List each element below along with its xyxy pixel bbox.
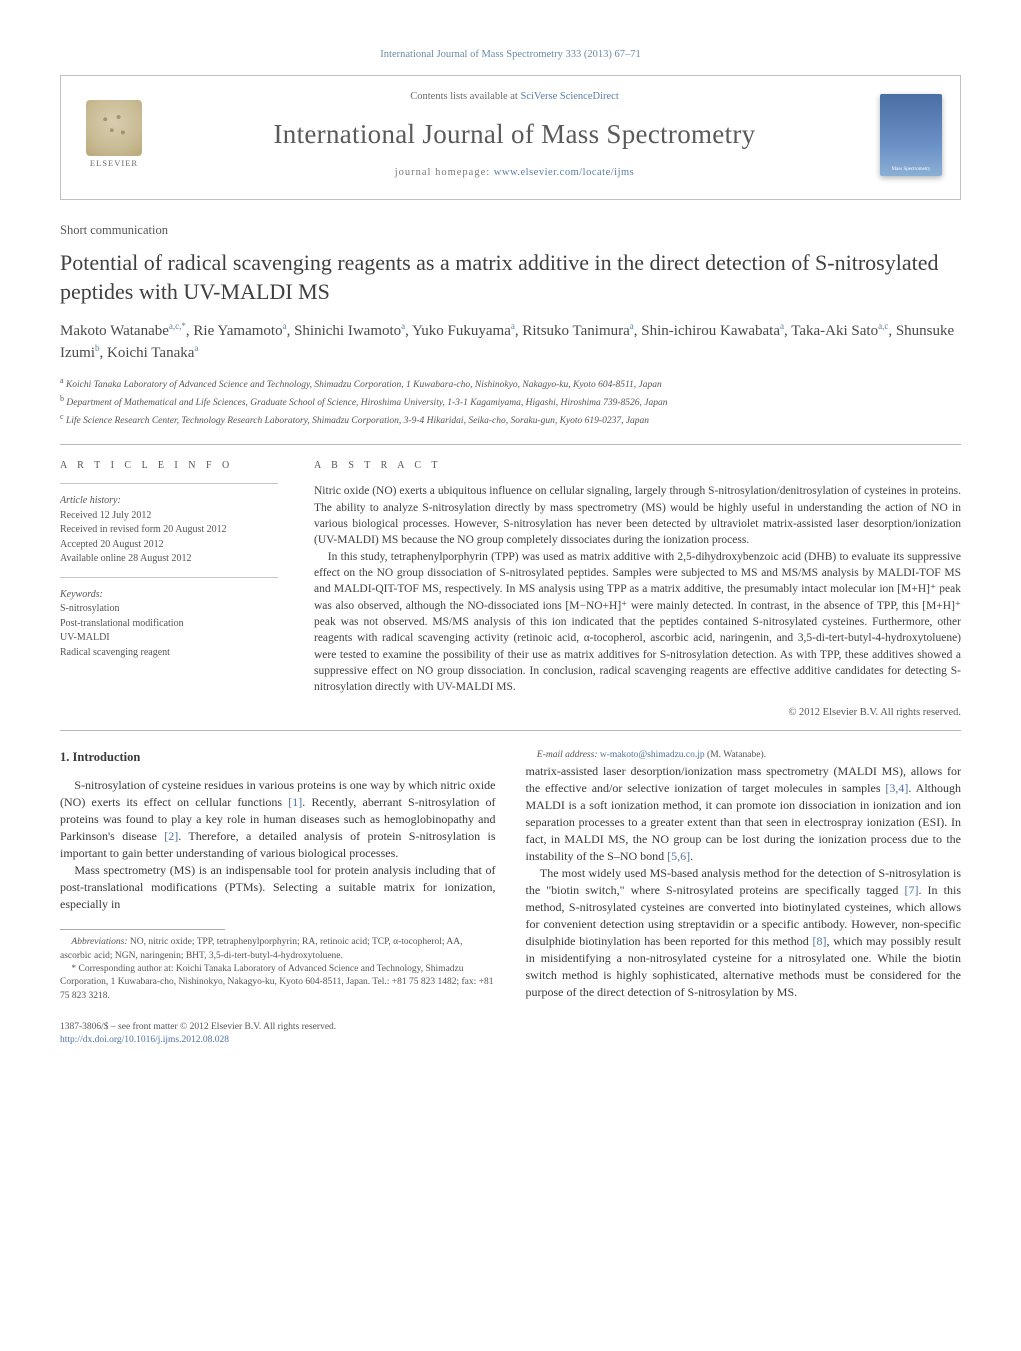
elsevier-logo: ELSEVIER (79, 96, 149, 174)
abstract-para: In this study, tetraphenylporphyrin (TPP… (314, 549, 961, 696)
front-matter-line: 1387-3806/$ – see front matter © 2012 El… (60, 1021, 336, 1034)
journal-header: ELSEVIER Contents lists available at Sci… (60, 75, 961, 200)
sciencedirect-link[interactable]: SciVerse ScienceDirect (520, 91, 618, 102)
cover-label: Mass Spectrometry (892, 167, 931, 173)
homepage-line: journal homepage: www.elsevier.com/locat… (167, 166, 862, 181)
body-two-column: 1. Introduction S-nitrosylation of cyste… (60, 749, 961, 1002)
body-para: matrix-assisted laser desorption/ionizat… (526, 763, 962, 865)
section-heading-introduction: 1. Introduction (60, 749, 496, 767)
journal-cover-thumbnail: Mass Spectrometry (880, 94, 942, 176)
info-abstract-row: A R T I C L E I N F O Article history: R… (60, 459, 961, 720)
email-footnote: E-mail address: w-makoto@shimadzu.co.jp … (526, 749, 962, 762)
article-type: Short communication (60, 222, 961, 240)
keywords-block: Keywords: S-nitrosylation Post-translati… (60, 588, 278, 661)
keywords-heading: Keywords: (60, 588, 278, 603)
abstract-copyright: © 2012 Elsevier B.V. All rights reserved… (314, 706, 961, 721)
citation-link[interactable]: [3,4] (885, 781, 908, 795)
author-list: Makoto Watanabea,c,*, Rie Yamamotoa, Shi… (60, 320, 961, 365)
body-para: S-nitrosylation of cysteine residues in … (60, 777, 496, 862)
history-line: Received in revised form 20 August 2012 (60, 523, 278, 538)
abstract-para: Nitric oxide (NO) exerts a ubiquitous in… (314, 483, 961, 548)
keyword: Radical scavenging reagent (60, 646, 278, 661)
history-line: Received 12 July 2012 (60, 509, 278, 524)
contents-line: Contents lists available at SciVerse Sci… (167, 90, 862, 105)
abbrev-label: Abbreviations: (71, 937, 127, 947)
email-label: E-mail address: (537, 750, 598, 760)
body-para: Mass spectrometry (MS) is an indispensab… (60, 862, 496, 913)
abstract-label: A B S T R A C T (314, 459, 961, 473)
article-info-column: A R T I C L E I N F O Article history: R… (60, 459, 278, 720)
citation-link[interactable]: [5,6] (667, 849, 690, 863)
divider (60, 730, 961, 731)
journal-reference: International Journal of Mass Spectromet… (60, 48, 961, 63)
footer-left: 1387-3806/$ – see front matter © 2012 El… (60, 1021, 336, 1048)
header-center: Contents lists available at SciVerse Sci… (167, 90, 862, 181)
elsevier-wordmark: ELSEVIER (90, 158, 138, 170)
body-para: The most widely used MS-based analysis m… (526, 865, 962, 1001)
citation-link[interactable]: [2] (164, 829, 178, 843)
footnote-separator (60, 929, 225, 930)
article-history: Article history: Received 12 July 2012 R… (60, 494, 278, 567)
page-footer: 1387-3806/$ – see front matter © 2012 El… (60, 1021, 961, 1048)
doi-link[interactable]: http://dx.doi.org/10.1016/j.ijms.2012.08… (60, 1035, 229, 1045)
email-link[interactable]: w-makoto@shimadzu.co.jp (600, 750, 705, 760)
citation-link[interactable]: [7] (904, 883, 918, 897)
corresponding-author-footnote: * Corresponding author at: Koichi Tanaka… (60, 963, 496, 1003)
abstract-text: Nitric oxide (NO) exerts a ubiquitous in… (314, 483, 961, 695)
email-tail: (M. Watanabe). (705, 750, 766, 760)
article-info-label: A R T I C L E I N F O (60, 459, 278, 473)
homepage-link[interactable]: www.elsevier.com/locate/ijms (494, 167, 634, 178)
keyword: UV-MALDI (60, 631, 278, 646)
citation-link[interactable]: [1] (288, 795, 302, 809)
history-heading: Article history: (60, 494, 278, 509)
homepage-prefix: journal homepage: (395, 167, 494, 178)
keyword: Post-translational modification (60, 617, 278, 632)
keyword: S-nitrosylation (60, 602, 278, 617)
citation-link[interactable]: [8] (813, 934, 827, 948)
abstract-column: A B S T R A C T Nitric oxide (NO) exerts… (314, 459, 961, 720)
paper-title: Potential of radical scavenging reagents… (60, 249, 961, 305)
affiliations: a Koichi Tanaka Laboratory of Advanced S… (60, 375, 961, 429)
divider (60, 444, 961, 445)
abbreviations-footnote: Abbreviations: NO, nitric oxide; TPP, te… (60, 936, 496, 963)
history-line: Accepted 20 August 2012 (60, 538, 278, 553)
journal-title: International Journal of Mass Spectromet… (167, 116, 862, 154)
history-line: Available online 28 August 2012 (60, 552, 278, 567)
elsevier-tree-icon (86, 100, 142, 156)
contents-prefix: Contents lists available at (410, 91, 520, 102)
